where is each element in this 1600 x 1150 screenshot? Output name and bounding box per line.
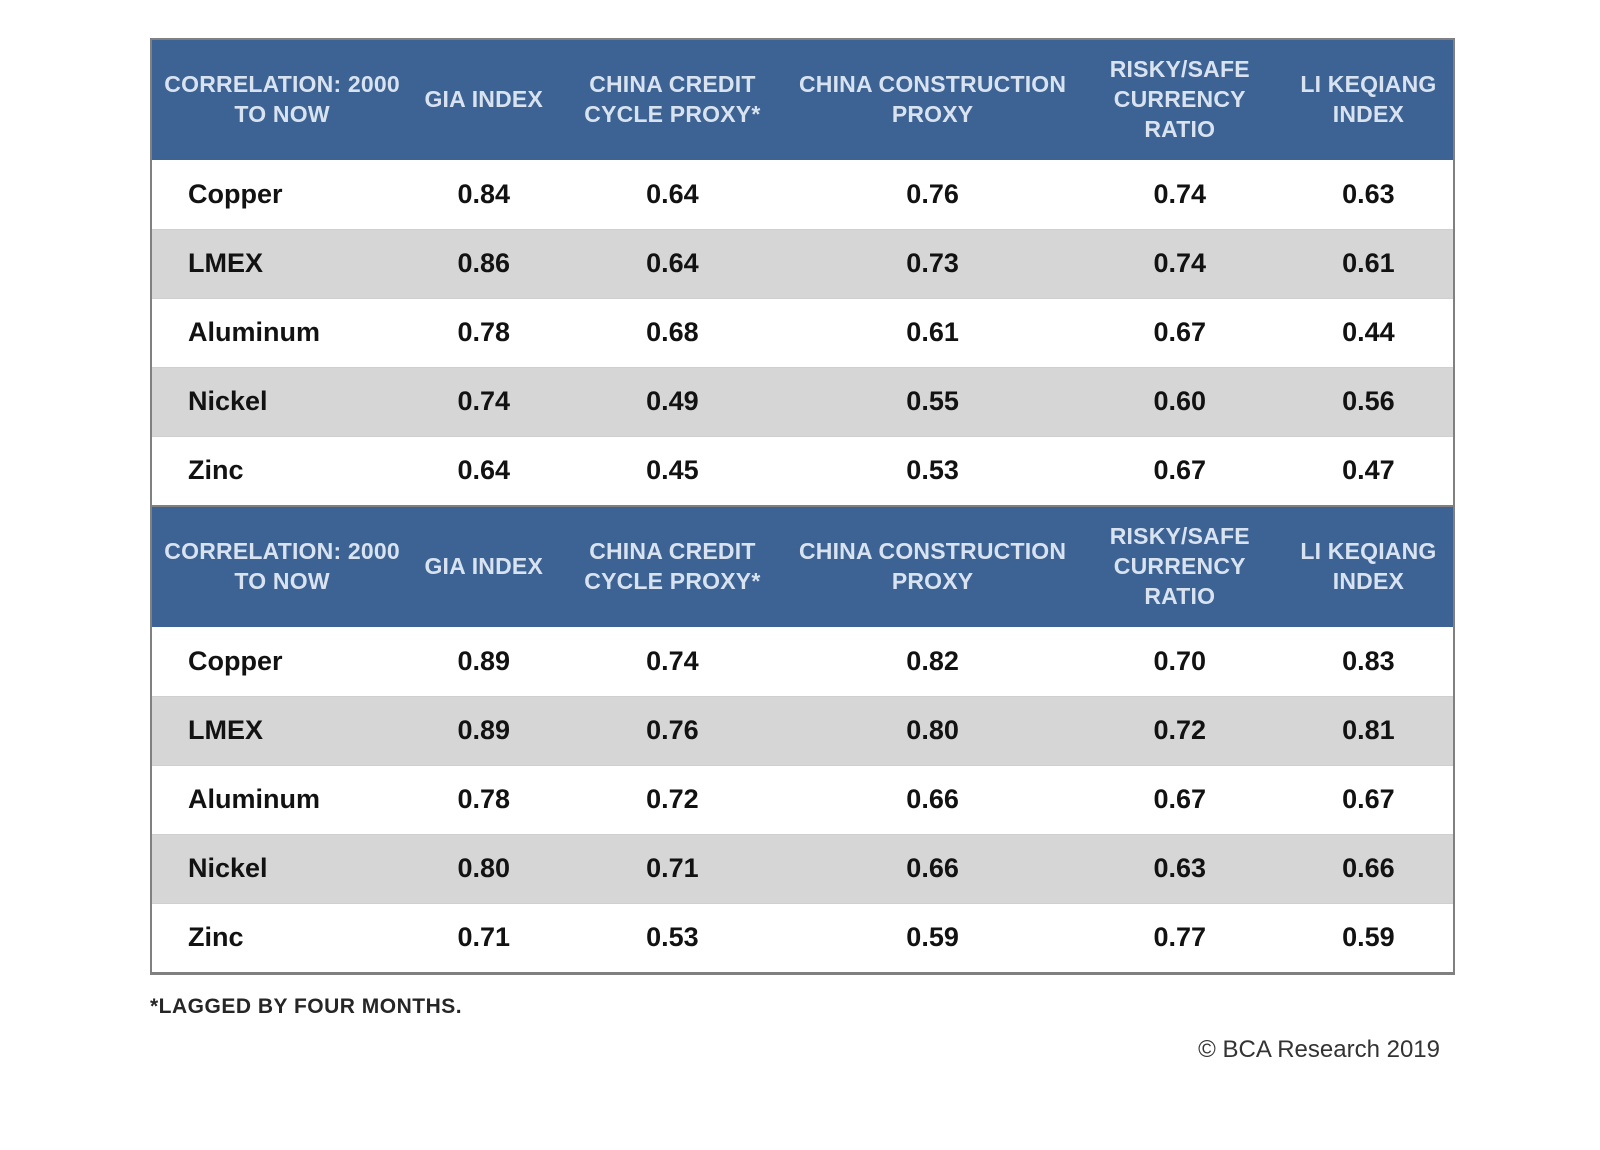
cell-value: 0.74 (457, 386, 511, 416)
copyright-bca-research: © BCA Research 2019 (1198, 1036, 1440, 1063)
column-header-gia-index: GIA INDEX (412, 506, 556, 627)
column-header-china-credit-cycle-proxy: CHINA CREDIT CYCLE PROXY* (555, 40, 790, 160)
correlation-table-top: CORRELATION: 2000 TO NOW GIA INDEX CHINA… (152, 40, 1453, 505)
cell-value: 0.80 (906, 715, 959, 745)
cell-value: 0.72 (646, 784, 699, 814)
column-header-china-credit-cycle-proxy: CHINA CREDIT CYCLE PROXY* (555, 506, 790, 627)
cell-value: 0.81 (1342, 715, 1395, 745)
cell-value: 0.66 (906, 853, 959, 883)
table-row: Aluminum 0.78 0.72 0.66 0.67 0.67 (152, 765, 1453, 834)
cell-value: 0.45 (646, 455, 699, 486)
cell-value: 0.71 (646, 853, 699, 883)
cell-value: 0.67 (1153, 317, 1207, 347)
cell-value: 0.86 (457, 248, 511, 278)
cell-value: 0.56 (1342, 386, 1395, 416)
cell-value: 0.55 (906, 386, 959, 416)
cell-value: 0.67 (1153, 455, 1207, 486)
cell-value: 0.49 (646, 386, 699, 416)
cell-value: 0.76 (646, 715, 699, 745)
row-label-zinc: Zinc (188, 922, 244, 953)
cell-value: 0.77 (1153, 922, 1207, 953)
cell-value: 0.70 (1153, 645, 1207, 676)
table-top-header: CORRELATION: 2000 TO NOW GIA INDEX CHINA… (152, 40, 1453, 160)
cell-value: 0.84 (457, 178, 511, 209)
cell-value: 0.66 (1342, 853, 1395, 883)
row-label-lmex: LMEX (188, 715, 264, 745)
cell-value: 0.83 (1342, 645, 1395, 676)
column-header-li-keqiang-index: LI KEQIANG INDEX (1283, 506, 1453, 627)
cell-value: 0.78 (457, 317, 511, 347)
table-row: LMEX 0.89 0.76 0.80 0.72 0.81 (152, 696, 1453, 765)
correlation-figure: CORRELATION: 2000 TO NOW GIA INDEX CHINA… (150, 38, 1455, 975)
table-row: Zinc 0.64 0.45 0.53 0.67 0.47 (152, 436, 1453, 505)
cell-value: 0.89 (457, 715, 511, 745)
table-top-body: Copper 0.84 0.64 0.76 0.74 0.63 LMEX 0.8… (152, 160, 1453, 505)
tables-container: CORRELATION: 2000 TO NOW GIA INDEX CHINA… (150, 38, 1455, 975)
cell-value: 0.53 (906, 455, 959, 486)
table-row: Nickel 0.80 0.71 0.66 0.63 0.66 (152, 834, 1453, 903)
row-label-nickel: Nickel (188, 386, 268, 416)
cell-value: 0.72 (1153, 715, 1207, 745)
column-header-li-keqiang-index: LI KEQIANG INDEX (1283, 40, 1453, 160)
cell-value: 0.89 (457, 645, 511, 676)
cell-value: 0.80 (457, 853, 511, 883)
table-row: LMEX 0.86 0.64 0.73 0.74 0.61 (152, 229, 1453, 298)
cell-value: 0.64 (646, 248, 699, 278)
column-header-china-construction-proxy: CHINA CONSTRUCTION PROXY (789, 40, 1076, 160)
column-header-gia-index: GIA INDEX (412, 40, 556, 160)
cell-value: 0.74 (1153, 248, 1207, 278)
cell-value: 0.74 (1153, 178, 1207, 209)
row-label-zinc: Zinc (188, 455, 244, 486)
table-bottom-body: Copper 0.89 0.74 0.82 0.70 0.83 LMEX 0.8… (152, 627, 1453, 972)
row-label-nickel: Nickel (188, 853, 268, 883)
cell-value: 0.59 (1342, 922, 1395, 953)
cell-value: 0.64 (646, 178, 699, 209)
cell-value: 0.47 (1342, 455, 1395, 486)
cell-value: 0.61 (1342, 248, 1395, 278)
cell-value: 0.68 (646, 317, 699, 347)
row-label-lmex: LMEX (188, 248, 264, 278)
table-row: Copper 0.84 0.64 0.76 0.74 0.63 (152, 160, 1453, 229)
cell-value: 0.73 (906, 248, 959, 278)
row-label-aluminum: Aluminum (188, 784, 320, 814)
cell-value: 0.44 (1342, 317, 1395, 347)
cell-value: 0.63 (1153, 853, 1207, 883)
table-row: Zinc 0.71 0.53 0.59 0.77 0.59 (152, 903, 1453, 972)
cell-value: 0.67 (1342, 784, 1395, 814)
table-row: Nickel 0.74 0.49 0.55 0.60 0.56 (152, 367, 1453, 436)
cell-value: 0.67 (1153, 784, 1207, 814)
row-label-aluminum: Aluminum (188, 317, 320, 347)
table-row: Copper 0.89 0.74 0.82 0.70 0.83 (152, 627, 1453, 696)
row-label-copper: Copper (188, 178, 283, 209)
column-header-china-construction-proxy: CHINA CONSTRUCTION PROXY (789, 506, 1076, 627)
cell-value: 0.64 (457, 455, 511, 486)
cell-value: 0.78 (457, 784, 511, 814)
cell-value: 0.82 (906, 645, 959, 676)
correlation-table-bottom: CORRELATION: 2000 TO NOW GIA INDEX CHINA… (152, 505, 1453, 972)
table-row: Aluminum 0.78 0.68 0.61 0.67 0.44 (152, 298, 1453, 367)
column-header-risky-safe-currency-ratio: RISKY/SAFE CURRENCY RATIO (1075, 506, 1284, 627)
table-bottom-header: CORRELATION: 2000 TO NOW GIA INDEX CHINA… (152, 506, 1453, 627)
cell-value: 0.59 (906, 922, 959, 953)
corner-header-cell: CORRELATION: 2000 TO NOW (152, 506, 413, 627)
cell-value: 0.76 (906, 178, 959, 209)
cell-value: 0.63 (1342, 178, 1395, 209)
header-row: CORRELATION: 2000 TO NOW GIA INDEX CHINA… (152, 40, 1453, 160)
corner-header-cell: CORRELATION: 2000 TO NOW (152, 40, 413, 160)
cell-value: 0.71 (457, 922, 511, 953)
header-row: CORRELATION: 2000 TO NOW GIA INDEX CHINA… (152, 506, 1453, 627)
cell-value: 0.66 (906, 784, 959, 814)
cell-value: 0.61 (906, 317, 959, 347)
footnote-lag-note: *LAGGED BY FOUR MONTHS. (150, 995, 463, 1018)
cell-value: 0.53 (646, 922, 699, 953)
cell-value: 0.60 (1153, 386, 1207, 416)
column-header-risky-safe-currency-ratio: RISKY/SAFE CURRENCY RATIO (1075, 40, 1284, 160)
row-label-copper: Copper (188, 645, 283, 676)
cell-value: 0.74 (646, 645, 699, 676)
